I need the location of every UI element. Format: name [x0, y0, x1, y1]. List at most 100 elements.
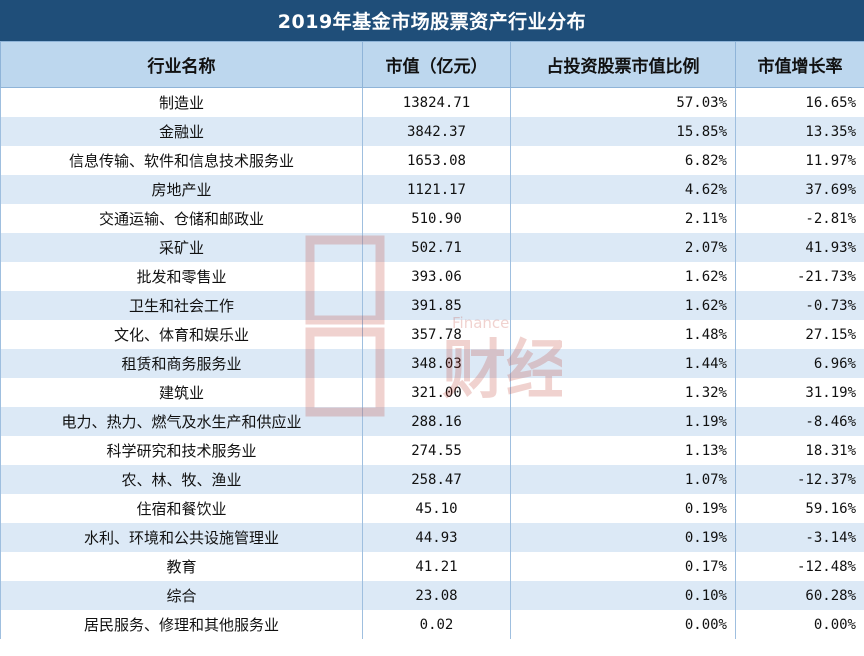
market-value-cell: 288.16 — [362, 407, 511, 436]
industry-name-cell: 电力、热力、燃气及水生产和供应业 — [0, 407, 363, 436]
table-row: 租赁和商务服务业 348.03 1.44% 6.96% — [0, 349, 864, 378]
growth-rate-cell: 6.96% — [735, 349, 864, 378]
market-value-cell: 23.08 — [362, 581, 511, 610]
industry-name-cell: 批发和零售业 — [0, 262, 363, 291]
growth-rate-cell: -3.14% — [735, 523, 864, 552]
share-cell: 57.03% — [510, 87, 736, 117]
table-row: 科学研究和技术服务业 274.55 1.13% 18.31% — [0, 436, 864, 465]
table-row: 批发和零售业 393.06 1.62% -21.73% — [0, 262, 864, 291]
market-value-cell: 274.55 — [362, 436, 511, 465]
share-cell: 0.19% — [510, 523, 736, 552]
table-row: 居民服务、修理和其他服务业 0.02 0.00% 0.00% — [0, 610, 864, 639]
growth-rate-cell: 18.31% — [735, 436, 864, 465]
market-value-cell: 258.47 — [362, 465, 511, 494]
growth-rate-cell: 59.16% — [735, 494, 864, 523]
share-cell: 0.10% — [510, 581, 736, 610]
industry-name-cell: 采矿业 — [0, 233, 363, 262]
table-row: 交通运输、仓储和邮政业 510.90 2.11% -2.81% — [0, 204, 864, 233]
table-row: 综合 23.08 0.10% 60.28% — [0, 581, 864, 610]
share-cell: 1.07% — [510, 465, 736, 494]
growth-rate-cell: -12.37% — [735, 465, 864, 494]
table-row: 信息传输、软件和信息技术服务业 1653.08 6.82% 11.97% — [0, 146, 864, 175]
market-value-cell: 1121.17 — [362, 175, 511, 204]
share-cell: 2.11% — [510, 204, 736, 233]
share-cell: 15.85% — [510, 117, 736, 146]
share-cell: 1.48% — [510, 320, 736, 349]
market-value-cell: 41.21 — [362, 552, 511, 581]
market-value-cell: 357.78 — [362, 320, 511, 349]
table-row: 住宿和餐饮业 45.10 0.19% 59.16% — [0, 494, 864, 523]
industry-name-cell: 交通运输、仓储和邮政业 — [0, 204, 363, 233]
growth-rate-cell: -12.48% — [735, 552, 864, 581]
market-value-cell: 321.00 — [362, 378, 511, 407]
industry-name-cell: 租赁和商务服务业 — [0, 349, 363, 378]
table-title: 2019年基金市场股票资产行业分布 — [0, 0, 864, 41]
table-row: 卫生和社会工作 391.85 1.62% -0.73% — [0, 291, 864, 320]
industry-name-cell: 农、林、牧、渔业 — [0, 465, 363, 494]
share-cell: 0.19% — [510, 494, 736, 523]
industry-table: 行业名称 市值（亿元） 占投资股票市值比例 市值增长率 制造业 13824.71 5… — [0, 41, 864, 639]
share-cell: 1.32% — [510, 378, 736, 407]
table-row: 电力、热力、燃气及水生产和供应业 288.16 1.19% -8.46% — [0, 407, 864, 436]
market-value-cell: 348.03 — [362, 349, 511, 378]
industry-name-cell: 建筑业 — [0, 378, 363, 407]
table-row: 房地产业 1121.17 4.62% 37.69% — [0, 175, 864, 204]
industry-name-cell: 信息传输、软件和信息技术服务业 — [0, 146, 363, 175]
growth-rate-cell: 0.00% — [735, 610, 864, 639]
table-row: 金融业 3842.37 15.85% 13.35% — [0, 117, 864, 146]
growth-rate-cell: 37.69% — [735, 175, 864, 204]
industry-name-cell: 住宿和餐饮业 — [0, 494, 363, 523]
growth-rate-cell: -0.73% — [735, 291, 864, 320]
growth-rate-cell: -8.46% — [735, 407, 864, 436]
table-row: 教育 41.21 0.17% -12.48% — [0, 552, 864, 581]
industry-name-cell: 教育 — [0, 552, 363, 581]
share-cell: 4.62% — [510, 175, 736, 204]
col-header-value: 市值（亿元） — [362, 41, 511, 88]
market-value-cell: 13824.71 — [362, 87, 511, 117]
share-cell: 1.62% — [510, 291, 736, 320]
growth-rate-cell: 31.19% — [735, 378, 864, 407]
share-cell: 1.19% — [510, 407, 736, 436]
share-cell: 2.07% — [510, 233, 736, 262]
market-value-cell: 3842.37 — [362, 117, 511, 146]
market-value-cell: 510.90 — [362, 204, 511, 233]
industry-name-cell: 文化、体育和娱乐业 — [0, 320, 363, 349]
growth-rate-cell: -2.81% — [735, 204, 864, 233]
industry-name-cell: 科学研究和技术服务业 — [0, 436, 363, 465]
industry-name-cell: 金融业 — [0, 117, 363, 146]
share-cell: 1.13% — [510, 436, 736, 465]
market-value-cell: 45.10 — [362, 494, 511, 523]
table-row: 建筑业 321.00 1.32% 31.19% — [0, 378, 864, 407]
col-header-growth: 市值增长率 — [735, 41, 864, 88]
market-value-cell: 1653.08 — [362, 146, 511, 175]
market-value-cell: 0.02 — [362, 610, 511, 639]
market-value-cell: 391.85 — [362, 291, 511, 320]
growth-rate-cell: 11.97% — [735, 146, 864, 175]
col-header-industry: 行业名称 — [0, 41, 363, 88]
share-cell: 0.00% — [510, 610, 736, 639]
share-cell: 1.62% — [510, 262, 736, 291]
growth-rate-cell: 27.15% — [735, 320, 864, 349]
share-cell: 0.17% — [510, 552, 736, 581]
table-row: 采矿业 502.71 2.07% 41.93% — [0, 233, 864, 262]
share-cell: 1.44% — [510, 349, 736, 378]
market-value-cell: 393.06 — [362, 262, 511, 291]
industry-name-cell: 房地产业 — [0, 175, 363, 204]
industry-name-cell: 水利、环境和公共设施管理业 — [0, 523, 363, 552]
table-row: 制造业 13824.71 57.03% 16.65% — [0, 87, 864, 117]
industry-name-cell: 卫生和社会工作 — [0, 291, 363, 320]
industry-name-cell: 综合 — [0, 581, 363, 610]
growth-rate-cell: -21.73% — [735, 262, 864, 291]
industry-name-cell: 制造业 — [0, 87, 363, 117]
table-row: 水利、环境和公共设施管理业 44.93 0.19% -3.14% — [0, 523, 864, 552]
growth-rate-cell: 16.65% — [735, 87, 864, 117]
industry-name-cell: 居民服务、修理和其他服务业 — [0, 610, 363, 639]
share-cell: 6.82% — [510, 146, 736, 175]
growth-rate-cell: 41.93% — [735, 233, 864, 262]
market-value-cell: 502.71 — [362, 233, 511, 262]
table-row: 文化、体育和娱乐业 357.78 1.48% 27.15% — [0, 320, 864, 349]
market-value-cell: 44.93 — [362, 523, 511, 552]
growth-rate-cell: 13.35% — [735, 117, 864, 146]
header-row: 行业名称 市值（亿元） 占投资股票市值比例 市值增长率 — [0, 41, 864, 88]
col-header-share: 占投资股票市值比例 — [510, 41, 736, 88]
